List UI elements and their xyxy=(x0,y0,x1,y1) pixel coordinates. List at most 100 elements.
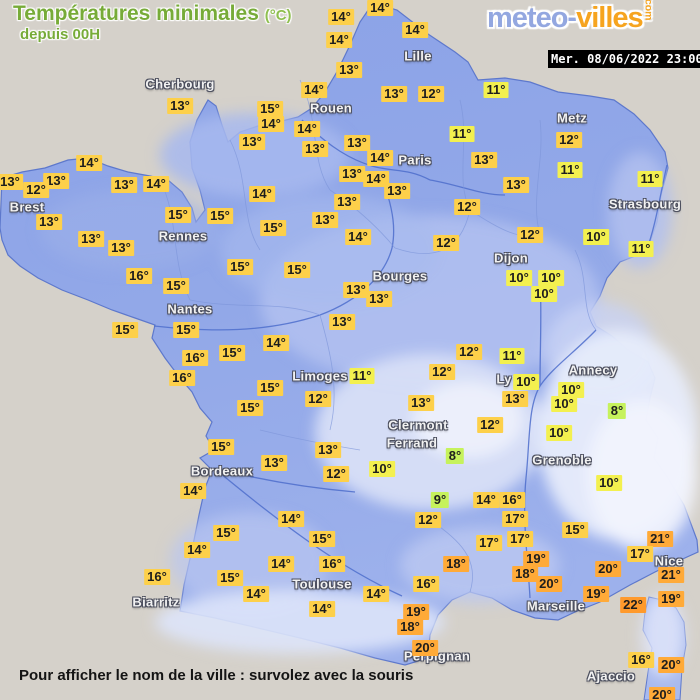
temperature-label[interactable]: 15° xyxy=(217,570,243,586)
temperature-label[interactable]: 16° xyxy=(499,492,525,508)
temperature-label[interactable]: 13° xyxy=(239,134,265,150)
temperature-label[interactable]: 14° xyxy=(473,492,499,508)
temperature-label[interactable]: 13° xyxy=(502,391,528,407)
temperature-label[interactable]: 15° xyxy=(173,322,199,338)
temperature-label[interactable]: 13° xyxy=(471,152,497,168)
temperature-label[interactable]: 22° xyxy=(620,597,646,613)
temperature-label[interactable]: 15° xyxy=(562,522,588,538)
temperature-label[interactable]: 13° xyxy=(261,455,287,471)
temperature-label[interactable]: 13° xyxy=(408,395,434,411)
temperature-label[interactable]: 13° xyxy=(343,282,369,298)
temperature-label[interactable]: 15° xyxy=(163,278,189,294)
temperature-label[interactable]: 14° xyxy=(143,176,169,192)
temperature-label[interactable]: 10° xyxy=(538,270,564,286)
temperature-label[interactable]: 20° xyxy=(658,657,684,673)
temperature-label[interactable]: 20° xyxy=(412,640,438,656)
temperature-label[interactable]: 13° xyxy=(384,183,410,199)
temperature-label[interactable]: 14° xyxy=(402,22,428,38)
temperature-label[interactable]: 10° xyxy=(551,396,577,412)
temperature-label[interactable]: 14° xyxy=(294,121,320,137)
temperature-label[interactable]: 17° xyxy=(502,511,528,527)
temperature-label[interactable]: 14° xyxy=(243,586,269,602)
temperature-label[interactable]: 13° xyxy=(78,231,104,247)
temperature-label[interactable]: 10° xyxy=(531,286,557,302)
temperature-label[interactable]: 17° xyxy=(507,531,533,547)
temperature-label[interactable]: 13° xyxy=(108,240,134,256)
temperature-label[interactable]: 15° xyxy=(227,259,253,275)
temperature-label[interactable]: 9° xyxy=(430,492,450,508)
temperature-label[interactable]: 19° xyxy=(658,591,684,607)
temperature-label[interactable]: 11° xyxy=(628,241,654,257)
temperature-label[interactable]: 21° xyxy=(647,531,673,547)
temperature-label[interactable]: 12° xyxy=(23,182,49,198)
temperature-label[interactable]: 12° xyxy=(323,466,349,482)
temperature-label[interactable]: 14° xyxy=(367,0,393,16)
temperature-label[interactable]: 12° xyxy=(429,364,455,380)
temperature-label[interactable]: 11° xyxy=(349,368,375,384)
temperature-label[interactable]: 13° xyxy=(344,135,370,151)
temperature-label[interactable]: 12° xyxy=(418,86,444,102)
meteo-villes-logo[interactable]: meteo-villes.com xyxy=(487,0,655,35)
temperature-label[interactable]: 13° xyxy=(503,177,529,193)
temperature-label[interactable]: 13° xyxy=(334,194,360,210)
temperature-label[interactable]: 16° xyxy=(126,268,152,284)
temperature-label[interactable]: 11° xyxy=(637,171,663,187)
temperature-label[interactable]: 14° xyxy=(258,116,284,132)
temperature-label[interactable]: 8° xyxy=(607,403,627,419)
temperature-label[interactable]: 15° xyxy=(257,101,283,117)
temperature-label[interactable]: 11° xyxy=(557,162,583,178)
temperature-label[interactable]: 16° xyxy=(413,576,439,592)
temperature-label[interactable]: 18° xyxy=(512,566,538,582)
temperature-label[interactable]: 20° xyxy=(595,561,621,577)
temperature-label[interactable]: 13° xyxy=(336,62,362,78)
temperature-label[interactable]: 14° xyxy=(326,32,352,48)
temperature-label[interactable]: 14° xyxy=(309,601,335,617)
temperature-label[interactable]: 15° xyxy=(213,525,239,541)
temperature-label[interactable]: 16° xyxy=(628,652,654,668)
temperature-label[interactable]: 14° xyxy=(367,150,393,166)
temperature-label[interactable]: 10° xyxy=(546,425,572,441)
temperature-label[interactable]: 13° xyxy=(167,98,193,114)
temperature-label[interactable]: 13° xyxy=(36,214,62,230)
temperature-label[interactable]: 18° xyxy=(397,619,423,635)
temperature-label[interactable]: 14° xyxy=(268,556,294,572)
temperature-label[interactable]: 10° xyxy=(506,270,532,286)
temperature-label[interactable]: 10° xyxy=(558,382,584,398)
temperature-label[interactable]: 16° xyxy=(319,556,345,572)
temperature-label[interactable]: 18° xyxy=(443,556,469,572)
temperature-label[interactable]: 13° xyxy=(339,166,365,182)
temperature-label[interactable]: 15° xyxy=(165,207,191,223)
temperature-label[interactable]: 15° xyxy=(237,400,263,416)
temperature-label[interactable]: 15° xyxy=(284,262,310,278)
temperature-label[interactable]: 14° xyxy=(184,542,210,558)
temperature-label[interactable]: 14° xyxy=(328,9,354,25)
temperature-label[interactable]: 13° xyxy=(111,177,137,193)
temperature-label[interactable]: 17° xyxy=(627,546,653,562)
temperature-label[interactable]: 19° xyxy=(583,586,609,602)
temperature-label[interactable]: 14° xyxy=(363,171,389,187)
temperature-label[interactable]: 13° xyxy=(43,173,69,189)
temperature-label[interactable]: 12° xyxy=(433,235,459,251)
temperature-label[interactable]: 15° xyxy=(219,345,245,361)
temperature-label[interactable]: 11° xyxy=(483,82,509,98)
temperature-label[interactable]: 14° xyxy=(180,483,206,499)
temperature-label[interactable]: 21° xyxy=(658,567,684,583)
temperature-label[interactable]: 13° xyxy=(312,212,338,228)
temperature-label[interactable]: 14° xyxy=(345,229,371,245)
temperature-label[interactable]: 11° xyxy=(449,126,475,142)
temperature-label[interactable]: 12° xyxy=(517,227,543,243)
temperature-label[interactable]: 19° xyxy=(523,551,549,567)
temperature-label[interactable]: 13° xyxy=(302,141,328,157)
temperature-label[interactable]: 17° xyxy=(476,535,502,551)
temperature-label[interactable]: 10° xyxy=(583,229,609,245)
temperature-label[interactable]: 13° xyxy=(0,174,23,190)
temperature-label[interactable]: 15° xyxy=(309,531,335,547)
temperature-label[interactable]: 13° xyxy=(315,442,341,458)
temperature-label[interactable]: 12° xyxy=(477,417,503,433)
temperature-label[interactable]: 12° xyxy=(556,132,582,148)
temperature-label[interactable]: 14° xyxy=(263,335,289,351)
temperature-label[interactable]: 12° xyxy=(415,512,441,528)
temperature-label[interactable]: 14° xyxy=(76,155,102,171)
temperature-label[interactable]: 16° xyxy=(144,569,170,585)
temperature-label[interactable]: 20° xyxy=(536,576,562,592)
